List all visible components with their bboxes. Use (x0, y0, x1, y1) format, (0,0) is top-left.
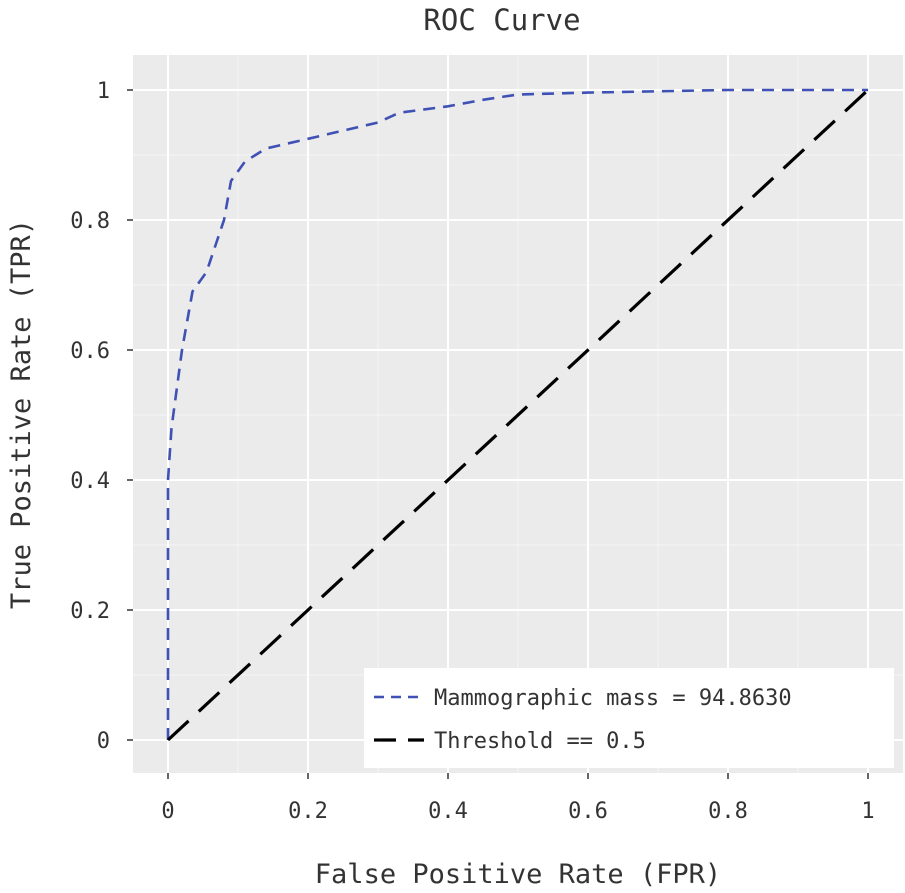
x-tick-label: 0.4 (428, 799, 468, 824)
y-tick-label: 0.2 (70, 599, 110, 624)
tick-layer: 0 0.2 0.4 0.6 0.8 1 0 0.2 0.4 0.6 0.8 1 (70, 79, 874, 824)
threshold-line (166, 88, 870, 742)
y-tick-label: 0.4 (70, 469, 110, 494)
legend-box (364, 668, 894, 768)
legend-label-threshold: Threshold == 0.5 (434, 729, 646, 754)
x-tick-label: 1 (861, 799, 874, 824)
x-tick-label: 0 (161, 799, 174, 824)
x-tick-label: 0.6 (568, 799, 608, 824)
legend-label-roc: Mammographic mass = 94.8630 (434, 686, 792, 711)
x-tick-label: 0.2 (288, 799, 328, 824)
y-axis-label: True Positive Rate (TPR) (6, 219, 37, 609)
y-tick-label: 0.6 (70, 339, 110, 364)
x-axis-label: False Positive Rate (FPR) (315, 859, 721, 890)
y-tick-label: 0.8 (70, 209, 110, 234)
x-tick-label: 0.8 (708, 799, 748, 824)
y-tick-label: 1 (97, 79, 110, 104)
series-layer (166, 88, 870, 742)
chart-title: ROC Curve (423, 3, 580, 37)
roc-curve-line (166, 88, 868, 740)
legend: Mammographic mass = 94.8630 Threshold ==… (364, 668, 894, 768)
y-tick-label: 0 (97, 729, 110, 754)
